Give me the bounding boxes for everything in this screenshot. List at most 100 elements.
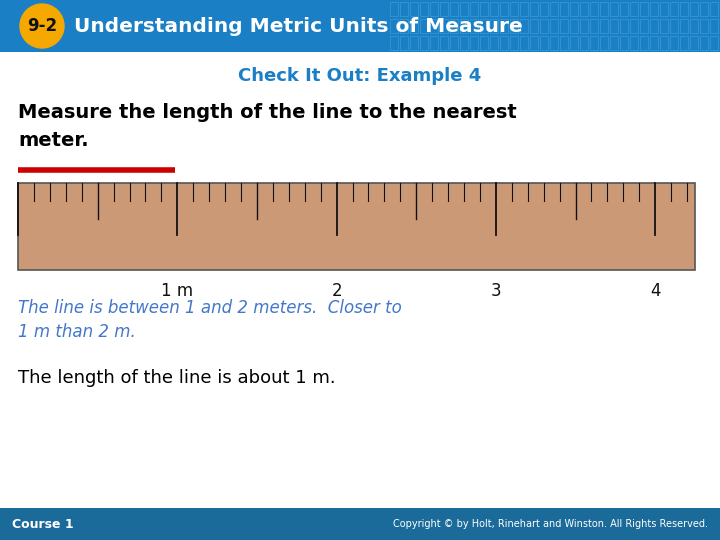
Bar [590, 36, 598, 50]
Bar [440, 2, 448, 16]
Bar [390, 19, 398, 33]
Bar [600, 2, 608, 16]
Text: 9-2: 9-2 [27, 17, 57, 35]
Bar [660, 19, 668, 33]
Bar [570, 2, 578, 16]
Bar [680, 36, 688, 50]
Text: 3: 3 [490, 282, 501, 300]
Text: 1 m: 1 m [161, 282, 194, 300]
Bar [430, 36, 438, 50]
Bar [650, 36, 658, 50]
Bar [530, 36, 538, 50]
Bar [700, 2, 708, 16]
Bar [540, 36, 548, 50]
Bar [610, 19, 618, 33]
Bar [470, 2, 478, 16]
Bar [520, 19, 528, 33]
Bar [580, 36, 588, 50]
Bar [410, 36, 418, 50]
Bar [650, 2, 658, 16]
Bar [550, 2, 558, 16]
Text: Measure the length of the line to the nearest: Measure the length of the line to the ne… [18, 104, 517, 123]
Bar [700, 19, 708, 33]
Bar [480, 2, 488, 16]
Bar [530, 2, 538, 16]
Bar [620, 2, 628, 16]
Bar [400, 2, 408, 16]
Bar [440, 19, 448, 33]
Bar [480, 19, 488, 33]
Bar [660, 36, 668, 50]
Bar [410, 2, 418, 16]
Bar [490, 2, 498, 16]
Bar [500, 19, 508, 33]
Bar [400, 36, 408, 50]
Bar [410, 19, 418, 33]
Bar [540, 2, 548, 16]
Circle shape [20, 4, 64, 48]
Bar [550, 19, 558, 33]
Bar [610, 36, 618, 50]
Bar [560, 36, 568, 50]
Bar [580, 2, 588, 16]
Bar [670, 19, 678, 33]
Bar [630, 19, 638, 33]
Text: 4: 4 [650, 282, 660, 300]
Bar [490, 36, 498, 50]
Bar [640, 19, 648, 33]
Bar [420, 2, 428, 16]
Bar [480, 36, 488, 50]
Text: Understanding Metric Units of Measure: Understanding Metric Units of Measure [74, 17, 523, 36]
Text: Check It Out: Example 4: Check It Out: Example 4 [238, 67, 482, 85]
Bar [510, 19, 518, 33]
Bar [580, 19, 588, 33]
Bar [510, 2, 518, 16]
Text: meter.: meter. [18, 131, 89, 150]
Text: The line is between 1 and 2 meters.  Closer to: The line is between 1 and 2 meters. Clos… [18, 299, 402, 317]
Bar [460, 2, 468, 16]
Bar [500, 2, 508, 16]
Bar [650, 19, 658, 33]
Bar [450, 19, 458, 33]
Bar [700, 36, 708, 50]
Bar [520, 2, 528, 16]
Bar [600, 36, 608, 50]
Bar [470, 19, 478, 33]
Bar [560, 2, 568, 16]
Bar [710, 36, 718, 50]
Bar [670, 2, 678, 16]
Bar [420, 36, 428, 50]
Bar [640, 36, 648, 50]
Bar [570, 36, 578, 50]
Bar [630, 36, 638, 50]
Bar [540, 19, 548, 33]
Bar [470, 36, 478, 50]
Bar [430, 2, 438, 16]
Bar [460, 36, 468, 50]
Bar [400, 19, 408, 33]
Text: 1 m than 2 m.: 1 m than 2 m. [18, 323, 136, 341]
Text: Copyright © by Holt, Rinehart and Winston. All Rights Reserved.: Copyright © by Holt, Rinehart and Winsto… [393, 519, 708, 529]
Bar [640, 2, 648, 16]
Bar [460, 19, 468, 33]
Bar [560, 19, 568, 33]
Text: 2: 2 [331, 282, 342, 300]
Bar [570, 19, 578, 33]
Bar [600, 19, 608, 33]
Bar [420, 19, 428, 33]
Bar [440, 36, 448, 50]
Bar [690, 2, 698, 16]
Bar [390, 36, 398, 50]
Bar [510, 36, 518, 50]
Text: Course 1: Course 1 [12, 517, 73, 530]
Bar [500, 36, 508, 50]
Bar [690, 36, 698, 50]
Bar [520, 36, 528, 50]
Bar [590, 19, 598, 33]
Bar [630, 2, 638, 16]
Text: The length of the line is about 1 m.: The length of the line is about 1 m. [18, 369, 336, 387]
Bar [18, 183, 695, 270]
Bar [590, 2, 598, 16]
Bar [0, 0, 720, 52]
Bar [550, 36, 558, 50]
